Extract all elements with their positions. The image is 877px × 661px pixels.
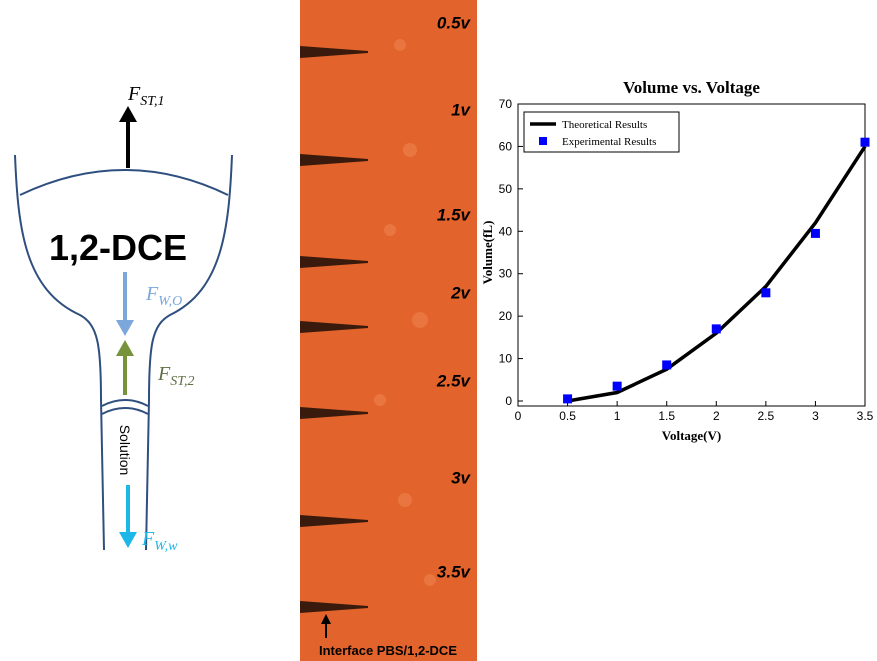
y-tick-label: 0 bbox=[505, 394, 512, 408]
symbol: F bbox=[141, 528, 155, 550]
caption: Interface PBS/1,2-DCE bbox=[319, 643, 457, 658]
data-point bbox=[662, 360, 672, 370]
symbol: F bbox=[157, 363, 171, 385]
arrow-head bbox=[321, 614, 331, 624]
symbol: F bbox=[127, 83, 141, 105]
legend-box bbox=[523, 111, 680, 153]
meniscus bbox=[101, 399, 149, 407]
meniscus bbox=[101, 407, 149, 415]
legend-swatch bbox=[539, 137, 547, 145]
x-tick-label: 1.5 bbox=[658, 409, 675, 423]
data-point bbox=[761, 288, 771, 298]
plot-frame bbox=[517, 103, 866, 407]
voltage-label: 1v bbox=[451, 100, 471, 119]
diagram bbox=[14, 154, 233, 551]
y-axis-label: Volume(fL) bbox=[480, 221, 495, 285]
solution-label: Solution bbox=[117, 425, 133, 476]
voltage-label: 3.5v bbox=[437, 562, 472, 581]
x-tick-label: 3 bbox=[812, 409, 819, 423]
voltage-label: 3v bbox=[451, 468, 471, 487]
subscript: ST,1 bbox=[140, 94, 164, 109]
y-tick-label: 50 bbox=[499, 182, 513, 196]
y-tick-label: 40 bbox=[499, 224, 513, 238]
data-point bbox=[860, 137, 870, 147]
y-tick-label: 30 bbox=[499, 267, 513, 281]
y-tick-label: 60 bbox=[499, 139, 513, 153]
data-point bbox=[711, 324, 721, 334]
y-tick-label: 10 bbox=[499, 352, 513, 366]
data-point bbox=[810, 228, 820, 238]
voltage-label: 0.5v bbox=[437, 13, 472, 32]
vessel-wall bbox=[145, 154, 233, 551]
force-label: FST,2 bbox=[157, 363, 194, 389]
legend-label: Theoretical Results bbox=[562, 119, 647, 131]
micrograph: 0.5v 1v 1.5v 2v 2.5v 3v 3.5v Interface PBS/1,2… bbox=[300, 0, 477, 661]
pipette bbox=[300, 601, 368, 613]
pipette bbox=[300, 321, 368, 333]
data-point bbox=[612, 381, 622, 391]
x-axis-label: Voltage(V) bbox=[662, 428, 721, 443]
pipette bbox=[300, 407, 368, 419]
arrow-head bbox=[116, 320, 134, 336]
phase-label: 1,2-DCE bbox=[49, 227, 187, 268]
vessel-wall bbox=[14, 154, 105, 551]
pipette bbox=[300, 154, 368, 166]
x-tick-label: 0 bbox=[515, 409, 522, 423]
force-label: FW,w bbox=[141, 528, 178, 554]
arrow-head bbox=[119, 532, 137, 548]
x-tick-label: 1 bbox=[614, 409, 621, 423]
legend-label: Experimental Results bbox=[562, 136, 656, 148]
symbol: F bbox=[145, 283, 159, 305]
data-point bbox=[563, 394, 573, 404]
x-tick-label: 2 bbox=[713, 409, 720, 423]
voltage-label: 2.5v bbox=[436, 371, 472, 390]
arrow-head bbox=[116, 340, 134, 356]
force-label: FST,1 bbox=[127, 83, 164, 109]
series-line bbox=[567, 145, 867, 403]
force-label: FW,O bbox=[145, 283, 182, 309]
x-tick-label: 3.5 bbox=[857, 409, 874, 423]
x-tick-label: 0.5 bbox=[559, 409, 576, 423]
force-arrows bbox=[116, 106, 137, 548]
voltage-label: 1.5v bbox=[437, 205, 472, 224]
subscript: W,w bbox=[154, 539, 178, 554]
voltage-label: 2v bbox=[450, 283, 471, 302]
y-tick-label: 20 bbox=[499, 309, 513, 323]
pipette bbox=[300, 256, 368, 268]
pipette bbox=[300, 46, 368, 58]
x-tick-label: 2.5 bbox=[758, 409, 775, 423]
subscript: ST,2 bbox=[170, 374, 194, 389]
y-tick-label: 70 bbox=[499, 97, 513, 111]
meniscus bbox=[19, 169, 229, 196]
chart-title: Volume vs. Voltage bbox=[623, 78, 760, 97]
arrow-head bbox=[119, 106, 137, 122]
subscript: W,O bbox=[158, 294, 182, 309]
pipette bbox=[300, 515, 368, 527]
